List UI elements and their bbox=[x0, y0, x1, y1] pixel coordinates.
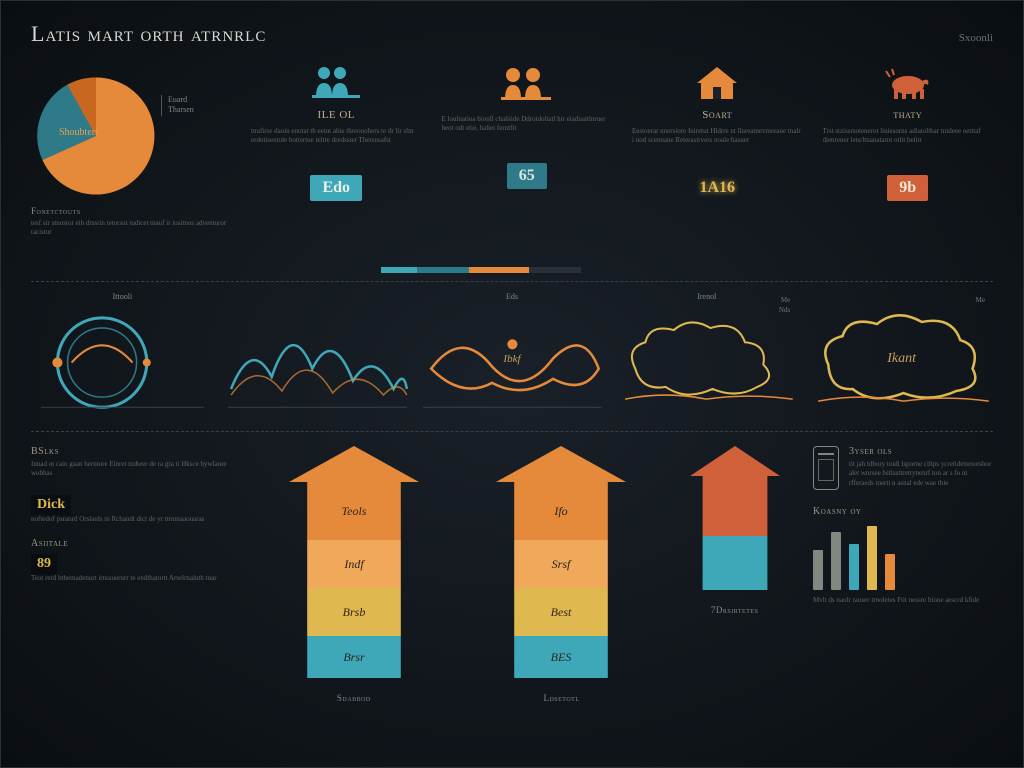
svg-text:BES: BES bbox=[551, 650, 572, 664]
row-bottom: BSlks Innad ot cain gaan herntore Einret… bbox=[31, 446, 993, 752]
stat-col-2: Soart Eestoerar nnersiore Iniretut Hldrr… bbox=[632, 61, 803, 221]
arrow-col-1: IfoSrsfBestBES Ldsetotl bbox=[467, 446, 657, 752]
mini-bar bbox=[849, 544, 859, 590]
stat-label: ILE OL bbox=[317, 109, 355, 121]
right-second-block: Koasny oy Mvlt ds naolr rauser trnoletes… bbox=[813, 506, 993, 605]
info-block: Dick noftedof psranrd Orslauls tn Rchand… bbox=[31, 493, 241, 524]
stacked-arrow-chart: Teols Indf Brsb Brsr bbox=[289, 446, 419, 687]
brand-label: Sxoonli bbox=[959, 32, 993, 44]
stat-badge: Edo bbox=[310, 175, 362, 201]
stat-desc: Eestoerar nnersiore Iniretut Hldrre nt l… bbox=[632, 127, 803, 167]
row-stats: Shoubtert Euard Tharsen Fonetctouts tesf… bbox=[31, 61, 993, 221]
stat-badge: 1A16 bbox=[687, 175, 747, 201]
row-panels: Ittooli Eds Ibkf Irenol Me Nds bbox=[31, 296, 993, 421]
svg-text:Indf: Indf bbox=[343, 557, 365, 571]
mini-bar bbox=[867, 526, 877, 590]
stat-col-1: E loulnatioa bioull chaliiide Ddrotdolta… bbox=[442, 61, 613, 221]
stacked-arrow-chart: Ifo Srsf Best BES bbox=[496, 446, 626, 687]
pie-chart: Shoubtert Euard Tharsen bbox=[31, 71, 161, 201]
svg-text:Brsr: Brsr bbox=[343, 650, 365, 664]
svg-text:Srsf: Srsf bbox=[552, 557, 572, 571]
phone-icon bbox=[813, 446, 839, 490]
mini-bar bbox=[885, 554, 895, 590]
arrow-col-0: TeolsIndfBrsbBrsr Sdabbod bbox=[259, 446, 449, 752]
mini-bar bbox=[813, 550, 823, 590]
stat-col-0: ILE OL tnufirse daoin enotat th eetut ah… bbox=[251, 61, 422, 221]
panel-cloud-1: Irenol Me Nds bbox=[615, 296, 798, 421]
cow-icon bbox=[878, 61, 938, 105]
house-icon bbox=[687, 61, 747, 105]
stacked-arrow-small bbox=[690, 446, 780, 599]
stat-label: thaty bbox=[893, 109, 922, 121]
left-info-col: BSlks Innad ot cain gaan herntore Einret… bbox=[31, 446, 241, 752]
stat-desc: Trst stzissrsotenerot liniesorns adiatol… bbox=[823, 127, 994, 167]
pie-inner-label: Shoubtert bbox=[59, 127, 98, 138]
pie-callout: Euard Tharsen bbox=[161, 95, 194, 116]
stat-col-3: thaty Trst stzissrsotenerot liniesorns a… bbox=[823, 61, 994, 221]
stat-badge: 9b bbox=[887, 175, 928, 201]
stat-desc: E loulnatioa bioull chaliiide Ddrotdolta… bbox=[442, 115, 613, 155]
panel-dial: Ittooli bbox=[31, 296, 214, 421]
panel-wave-2: Eds Ibkf bbox=[421, 296, 604, 421]
small-arrow-col: 7Drsirtetes bbox=[674, 446, 795, 752]
info-badge: 89 bbox=[31, 554, 57, 574]
svg-text:Brsb: Brsb bbox=[342, 605, 365, 619]
svg-text:Teols: Teols bbox=[341, 504, 366, 518]
phone-block: 3yser ols tit jah tdbory toidi lsporne c… bbox=[813, 446, 993, 490]
mini-bar-chart bbox=[813, 520, 993, 590]
stat-desc: tnufirse daoin enotat th eetut ahie thre… bbox=[251, 127, 422, 167]
people-icon bbox=[306, 61, 366, 105]
stat-badge: 65 bbox=[507, 163, 547, 189]
mini-bar bbox=[831, 532, 841, 590]
divider bbox=[31, 431, 993, 432]
progress-bar bbox=[381, 267, 581, 273]
right-info-col: 3yser ols tit jah tdbory toidi lsporne c… bbox=[813, 446, 993, 752]
svg-text:Ifo: Ifo bbox=[554, 504, 568, 518]
svg-text:Best: Best bbox=[551, 605, 572, 619]
page-title: Latis mart orth atrnrlc bbox=[31, 21, 266, 47]
header: Latis mart orth atrnrlc Sxoonli bbox=[31, 21, 993, 47]
divider bbox=[31, 281, 993, 282]
panel-cloud-2: Ikant Me bbox=[810, 296, 993, 421]
info-block: Asiitale 89 Teot rerd bthemadenurt irnss… bbox=[31, 538, 241, 583]
info-badge: Dick bbox=[31, 495, 71, 515]
pie-chart-section: Shoubtert Euard Tharsen Fonetctouts tesf… bbox=[31, 61, 231, 221]
pie-footer: Fonetctouts tesf sir stnostor eih drssri… bbox=[31, 206, 241, 237]
info-block: BSlks Innad ot cain gaan herntore Einret… bbox=[31, 446, 241, 479]
people-icon bbox=[497, 61, 557, 105]
stat-label: Soart bbox=[702, 109, 732, 121]
panel-wave-1 bbox=[226, 296, 409, 421]
